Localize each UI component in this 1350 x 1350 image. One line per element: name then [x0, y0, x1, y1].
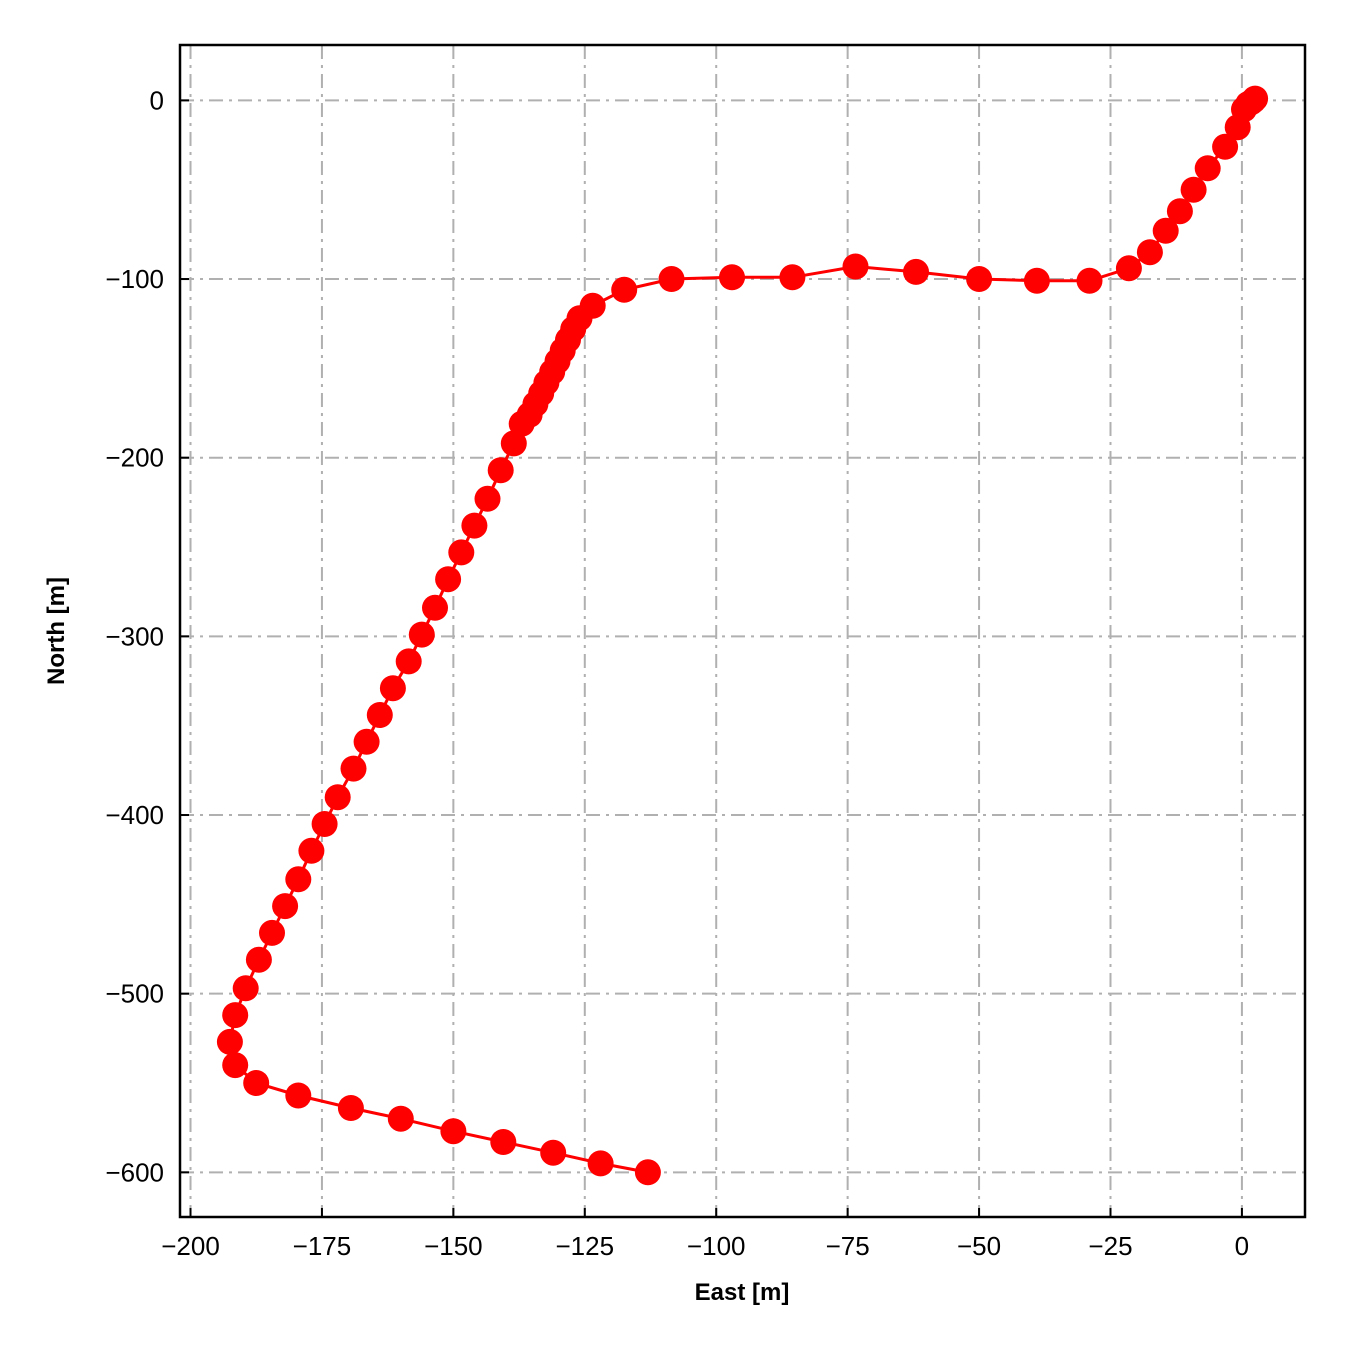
data-point [842, 253, 869, 280]
data-point [272, 893, 299, 920]
x-tick-label: −25 [1088, 1231, 1132, 1261]
y-tick-label: −200 [105, 443, 164, 473]
data-point [1166, 198, 1193, 225]
data-point [440, 1118, 467, 1145]
data-point [232, 975, 259, 1002]
data-point [1136, 239, 1163, 266]
y-ticks: 0 −100 −200 −300 −400 −500 −600 [105, 85, 189, 1187]
data-point [259, 919, 285, 946]
data-point [587, 1150, 614, 1177]
x-ticks: −200 −175 −150 −125 −100 −75 −50 −25 0 [161, 1208, 1249, 1261]
data-point [634, 1159, 661, 1186]
grid-lines-x [189, 45, 1243, 1217]
data-point [1152, 217, 1179, 244]
data-point [474, 485, 501, 512]
data-point [285, 866, 312, 893]
data-point [337, 1095, 364, 1121]
data-point [353, 728, 380, 755]
y-tick-label: −300 [105, 621, 164, 651]
data-point [508, 410, 535, 437]
data-point [387, 1105, 414, 1132]
data-point [340, 755, 367, 782]
data-point [779, 264, 806, 291]
data-point [222, 1002, 249, 1029]
data-point [245, 946, 272, 973]
x-axis-label: East [m] [695, 1279, 790, 1306]
y-tick-label: 0 [150, 85, 164, 115]
x-tick-label: −175 [293, 1231, 352, 1261]
y-tick-label: −400 [105, 800, 164, 830]
data-point [1224, 114, 1251, 141]
data-point [366, 702, 393, 728]
y-tick-label: −100 [105, 264, 164, 294]
data-point [1076, 267, 1103, 294]
data-point [719, 264, 745, 291]
y-tick-label: −600 [105, 1157, 164, 1187]
data-point [611, 276, 638, 303]
plot-frame [178, 43, 1307, 1219]
data-point [408, 621, 435, 648]
data-point [298, 837, 325, 864]
data-point [243, 1070, 270, 1096]
data-point [311, 811, 338, 837]
data-point [461, 512, 488, 539]
data-point [222, 1052, 249, 1079]
data-point [422, 594, 448, 621]
x-tick-label: −100 [687, 1231, 746, 1261]
y-tick-label: −500 [105, 979, 164, 1009]
data-point [966, 266, 993, 292]
data-point [1194, 155, 1221, 182]
data-point [658, 266, 685, 292]
data-point [285, 1082, 312, 1109]
data-point [216, 1028, 243, 1055]
y-axis-label: North [m] [43, 577, 70, 685]
data-point [435, 566, 462, 593]
data-point [1180, 176, 1207, 203]
data-point [395, 648, 422, 675]
x-tick-label: −125 [556, 1231, 615, 1261]
x-tick-label: 0 [1235, 1231, 1249, 1261]
grid-lines-y [180, 99, 1305, 1174]
data-point [490, 1129, 517, 1155]
data-point [379, 675, 406, 702]
data-point [1115, 255, 1142, 282]
data-point [1023, 267, 1050, 294]
data-point [324, 784, 351, 811]
data-point [903, 258, 929, 285]
data-point [540, 1139, 567, 1166]
series-points [216, 85, 1269, 1186]
data-point [448, 539, 475, 566]
x-tick-label: −75 [826, 1231, 870, 1261]
x-tick-label: −50 [957, 1231, 1001, 1261]
x-tick-label: −150 [424, 1231, 483, 1261]
data-point [500, 430, 527, 457]
x-tick-label: −200 [161, 1231, 220, 1261]
data-point [1212, 133, 1239, 160]
data-point [487, 457, 514, 484]
